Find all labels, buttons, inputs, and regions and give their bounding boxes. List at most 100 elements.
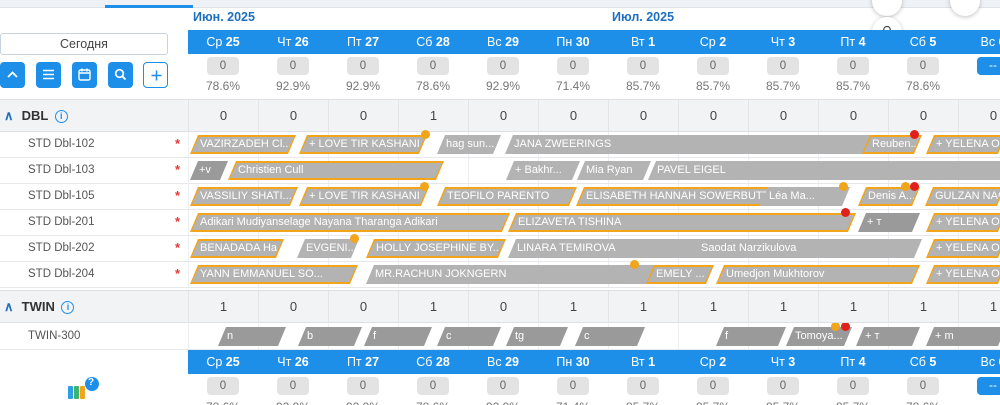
day-header[interactable]: Сб 28 <box>398 30 468 54</box>
booking-bar[interactable]: Christien Cull <box>228 161 444 180</box>
booking-bar[interactable]: + m <box>926 327 1000 346</box>
booking-bar[interactable]: VAZIRZADEH Cl... <box>190 135 296 154</box>
collapse-all-button[interactable] <box>0 62 25 88</box>
group-count-cell[interactable]: 0 <box>468 291 538 322</box>
day-header[interactable]: Чт 3 <box>748 350 818 374</box>
booking-bar[interactable]: + YELENA OL <box>926 213 1000 232</box>
group-count-cell[interactable]: 1 <box>398 100 468 131</box>
booking-bar[interactable]: + YELENA OL <box>926 135 1000 154</box>
booking-bar[interactable]: Léa Ma... <box>760 187 850 206</box>
day-header[interactable]: Сб 5 <box>888 350 958 374</box>
booking-bar[interactable]: b <box>298 327 362 346</box>
room-name[interactable]: STD Dbl-201 <box>28 216 95 228</box>
today-button[interactable]: Сегодня <box>0 33 168 55</box>
room-name[interactable]: TWIN-300 <box>28 330 81 342</box>
booking-bar[interactable]: f <box>716 327 786 346</box>
group-count-cell[interactable]: 1 <box>538 291 608 322</box>
day-header[interactable]: Вт 1 <box>608 30 678 54</box>
room-name[interactable]: STD Dbl-202 <box>28 242 95 254</box>
booking-bar[interactable]: c <box>437 327 501 346</box>
group-count-cell[interactable]: 0 <box>188 100 258 131</box>
room-name[interactable]: STD Dbl-102 <box>28 138 95 150</box>
booking-bar[interactable]: n <box>218 327 286 346</box>
add-button[interactable] <box>143 62 168 88</box>
day-header[interactable]: Вс 6 <box>958 30 1000 54</box>
day-header[interactable]: Пт 4 <box>818 30 888 54</box>
room-name[interactable]: STD Dbl-103 <box>28 164 95 176</box>
day-header[interactable]: Пт 27 <box>328 350 398 374</box>
booking-bar[interactable]: Denis A... <box>858 187 920 206</box>
booking-bar[interactable]: f <box>364 327 432 346</box>
booking-bar[interactable]: + т <box>858 213 920 232</box>
day-header[interactable]: Пн 30 <box>538 30 608 54</box>
booking-bar[interactable]: TEOFILO PARENTO <box>437 187 577 206</box>
group-count-cell[interactable]: 1 <box>958 291 1000 322</box>
booking-bar[interactable]: YANN EMMANUEL SO... <box>190 265 358 284</box>
group-count-cell[interactable]: 1 <box>188 291 258 322</box>
booking-bar[interactable]: Mia Ryan <box>577 161 651 180</box>
app-logo-icon[interactable]: ? <box>66 376 106 405</box>
booking-bar[interactable]: tg <box>506 327 568 346</box>
booking-bar[interactable]: Tomoya... <box>786 327 852 346</box>
room-name[interactable]: STD Dbl-204 <box>28 268 95 280</box>
booking-bar[interactable]: ELIZAVETA TISHINA <box>508 213 856 232</box>
day-header[interactable]: Сб 28 <box>398 350 468 374</box>
day-header[interactable]: Ср 25 <box>188 30 258 54</box>
room-name[interactable]: STD Dbl-105 <box>28 190 95 202</box>
count-box[interactable]: -- <box>977 57 1000 75</box>
booking-bar[interactable]: Saodat Narzikulova <box>692 239 922 258</box>
booking-bar[interactable]: EVGENI... <box>297 239 359 258</box>
booking-bar[interactable]: + Bakhr... <box>506 161 580 180</box>
booking-bar[interactable]: PAVEL EIGEL <box>648 161 1000 180</box>
booking-bar[interactable]: LINARA TEMIROVA <box>508 239 714 258</box>
day-header[interactable]: Вс 29 <box>468 30 538 54</box>
booking-bar[interactable]: + YELENA OL <box>926 265 1000 284</box>
calendar-button[interactable] <box>72 62 97 88</box>
day-header[interactable]: Ср 2 <box>678 30 748 54</box>
day-header[interactable]: Пн 30 <box>538 350 608 374</box>
group-count-cell[interactable]: 0 <box>958 100 1000 131</box>
group-count-cell[interactable]: 0 <box>328 291 398 322</box>
day-header[interactable]: Вс 6 <box>958 350 1000 374</box>
group-count-cell[interactable]: 1 <box>818 291 888 322</box>
group-count-cell[interactable]: 0 <box>468 100 538 131</box>
booking-bar[interactable]: ELISABETH HANNAH SOWERBUTTS <box>576 187 798 206</box>
booking-bar[interactable]: EMELY ... <box>646 265 714 284</box>
group-count-cell[interactable]: 0 <box>328 100 398 131</box>
booking-bar[interactable]: + LOVE TIR KASHANI ... <box>299 187 429 206</box>
group-count-cell[interactable]: 0 <box>258 291 328 322</box>
booking-bar[interactable]: + LOVE TIR KASHANI ... <box>299 135 427 154</box>
info-icon[interactable]: i <box>61 301 75 314</box>
booking-bar[interactable]: Reuben... <box>862 135 922 154</box>
booking-bar[interactable]: BENADADA Ha... <box>190 239 284 258</box>
info-icon[interactable]: i <box>54 110 68 123</box>
group-count-cell[interactable]: 1 <box>888 291 958 322</box>
booking-bar[interactable]: HOLLY JOSEPHINE BY... <box>366 239 506 258</box>
count-box[interactable]: -- <box>977 377 1000 395</box>
booking-bar[interactable]: Umedjon Mukhtorov <box>716 265 920 284</box>
day-header[interactable]: Чт 26 <box>258 30 328 54</box>
group-count-cell[interactable]: 0 <box>258 100 328 131</box>
day-header[interactable]: Чт 3 <box>748 30 818 54</box>
day-header[interactable]: Вс 29 <box>468 350 538 374</box>
group-count-cell[interactable]: 0 <box>538 100 608 131</box>
list-view-button[interactable] <box>36 62 61 88</box>
group-count-cell[interactable]: 0 <box>748 100 818 131</box>
booking-bar[interactable]: +v <box>190 161 228 180</box>
group-title-dbl[interactable]: ∧ DBL i <box>4 100 68 131</box>
day-header[interactable]: Пт 4 <box>818 350 888 374</box>
booking-bar[interactable]: Adikari Mudiyanselage Nayana Tharanga Ad… <box>190 213 510 232</box>
day-header[interactable]: Сб 5 <box>888 30 958 54</box>
group-count-cell[interactable]: 0 <box>818 100 888 131</box>
booking-bar[interactable]: VASSILIY SHATI... <box>190 187 298 206</box>
day-header[interactable]: Чт 26 <box>258 350 328 374</box>
day-header[interactable]: Вт 1 <box>608 350 678 374</box>
search-button[interactable] <box>108 62 133 88</box>
group-count-cell[interactable]: 0 <box>888 100 958 131</box>
float-button-right[interactable] <box>950 0 980 16</box>
booking-bar[interactable]: MR.RACHUN JOKNGERN <box>366 265 666 284</box>
day-header[interactable]: Пт 27 <box>328 30 398 54</box>
group-count-cell[interactable]: 1 <box>748 291 818 322</box>
